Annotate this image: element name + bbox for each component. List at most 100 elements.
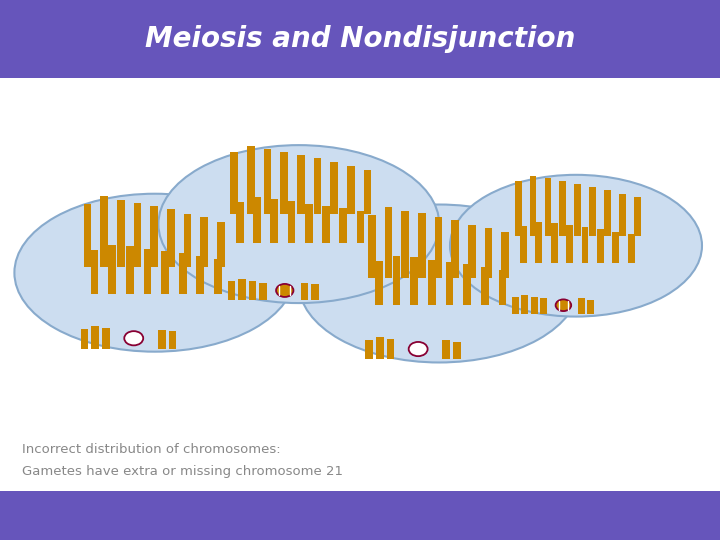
Bar (248, 281, 256, 300)
Bar (566, 225, 573, 262)
Bar (288, 201, 295, 243)
Bar (613, 232, 619, 262)
Bar (230, 152, 238, 214)
Bar (184, 214, 192, 267)
Bar (446, 262, 454, 305)
Bar (167, 209, 175, 267)
Bar (253, 197, 261, 243)
Bar (297, 155, 305, 214)
Bar (368, 215, 376, 278)
Bar (577, 298, 585, 314)
Bar (551, 223, 557, 262)
Bar (134, 202, 141, 267)
Bar (463, 264, 471, 305)
Bar (597, 230, 604, 262)
Bar (323, 206, 330, 243)
Bar (401, 211, 409, 278)
Bar (259, 282, 267, 300)
Bar (236, 202, 243, 243)
Circle shape (276, 284, 294, 297)
Bar (161, 251, 169, 294)
Bar (531, 297, 538, 314)
Bar (520, 226, 526, 262)
Bar (559, 181, 567, 237)
Bar (365, 340, 373, 359)
Bar (91, 251, 99, 294)
Bar (102, 328, 110, 348)
Bar (512, 297, 519, 314)
Bar (300, 282, 308, 300)
Bar (501, 232, 509, 278)
Bar (126, 246, 134, 294)
Bar (117, 200, 125, 267)
Bar (418, 213, 426, 278)
Bar (100, 197, 108, 267)
Circle shape (125, 331, 143, 346)
Bar (339, 208, 347, 243)
Bar (410, 257, 418, 305)
Bar (81, 329, 89, 348)
Ellipse shape (14, 194, 295, 352)
Bar (453, 342, 461, 359)
Bar (197, 256, 204, 294)
Text: Gametes have extra or missing chromosome 21: Gametes have extra or missing chromosome… (22, 465, 343, 478)
Bar (347, 166, 355, 214)
Bar (575, 184, 581, 237)
Bar (544, 178, 552, 237)
Bar (264, 149, 271, 214)
Bar (387, 339, 395, 359)
Bar (384, 207, 392, 278)
Bar (314, 158, 321, 214)
Bar (485, 228, 492, 278)
Bar (582, 227, 588, 262)
Bar (271, 199, 278, 243)
Bar (498, 270, 506, 305)
Bar (481, 267, 489, 305)
Bar (91, 326, 99, 348)
Bar (150, 206, 158, 267)
Bar (311, 284, 319, 300)
Bar (435, 217, 442, 278)
Bar (442, 340, 450, 359)
Bar (179, 253, 186, 294)
Circle shape (409, 342, 428, 356)
Bar (634, 197, 642, 237)
Bar (356, 211, 364, 243)
Bar (515, 181, 521, 237)
Bar (108, 245, 116, 294)
Bar (214, 259, 222, 294)
Bar (330, 162, 338, 214)
Bar (305, 204, 312, 243)
Ellipse shape (450, 175, 702, 316)
Bar (84, 204, 91, 267)
FancyBboxPatch shape (0, 0, 720, 78)
FancyBboxPatch shape (0, 491, 720, 540)
Text: Incorrect distribution of chromosomes:: Incorrect distribution of chromosomes: (22, 443, 280, 456)
Bar (376, 337, 384, 359)
Bar (521, 295, 528, 314)
Bar (158, 329, 166, 348)
Bar (587, 300, 594, 314)
Bar (529, 176, 536, 237)
Bar (364, 170, 372, 214)
Bar (540, 298, 547, 314)
Bar (247, 146, 255, 214)
Text: Meiosis and Nondisjunction: Meiosis and Nondisjunction (145, 25, 575, 53)
Circle shape (556, 299, 571, 311)
Bar (238, 279, 246, 300)
Bar (590, 187, 596, 237)
Ellipse shape (158, 145, 439, 303)
Bar (604, 190, 611, 237)
Bar (217, 221, 225, 267)
Bar (468, 225, 476, 278)
Bar (428, 260, 436, 305)
Bar (280, 152, 288, 214)
Bar (392, 255, 400, 305)
Bar (628, 234, 635, 262)
Bar (535, 221, 542, 262)
Bar (619, 194, 626, 237)
Bar (451, 220, 459, 278)
Bar (200, 217, 208, 267)
Ellipse shape (299, 205, 580, 362)
Bar (228, 281, 235, 300)
